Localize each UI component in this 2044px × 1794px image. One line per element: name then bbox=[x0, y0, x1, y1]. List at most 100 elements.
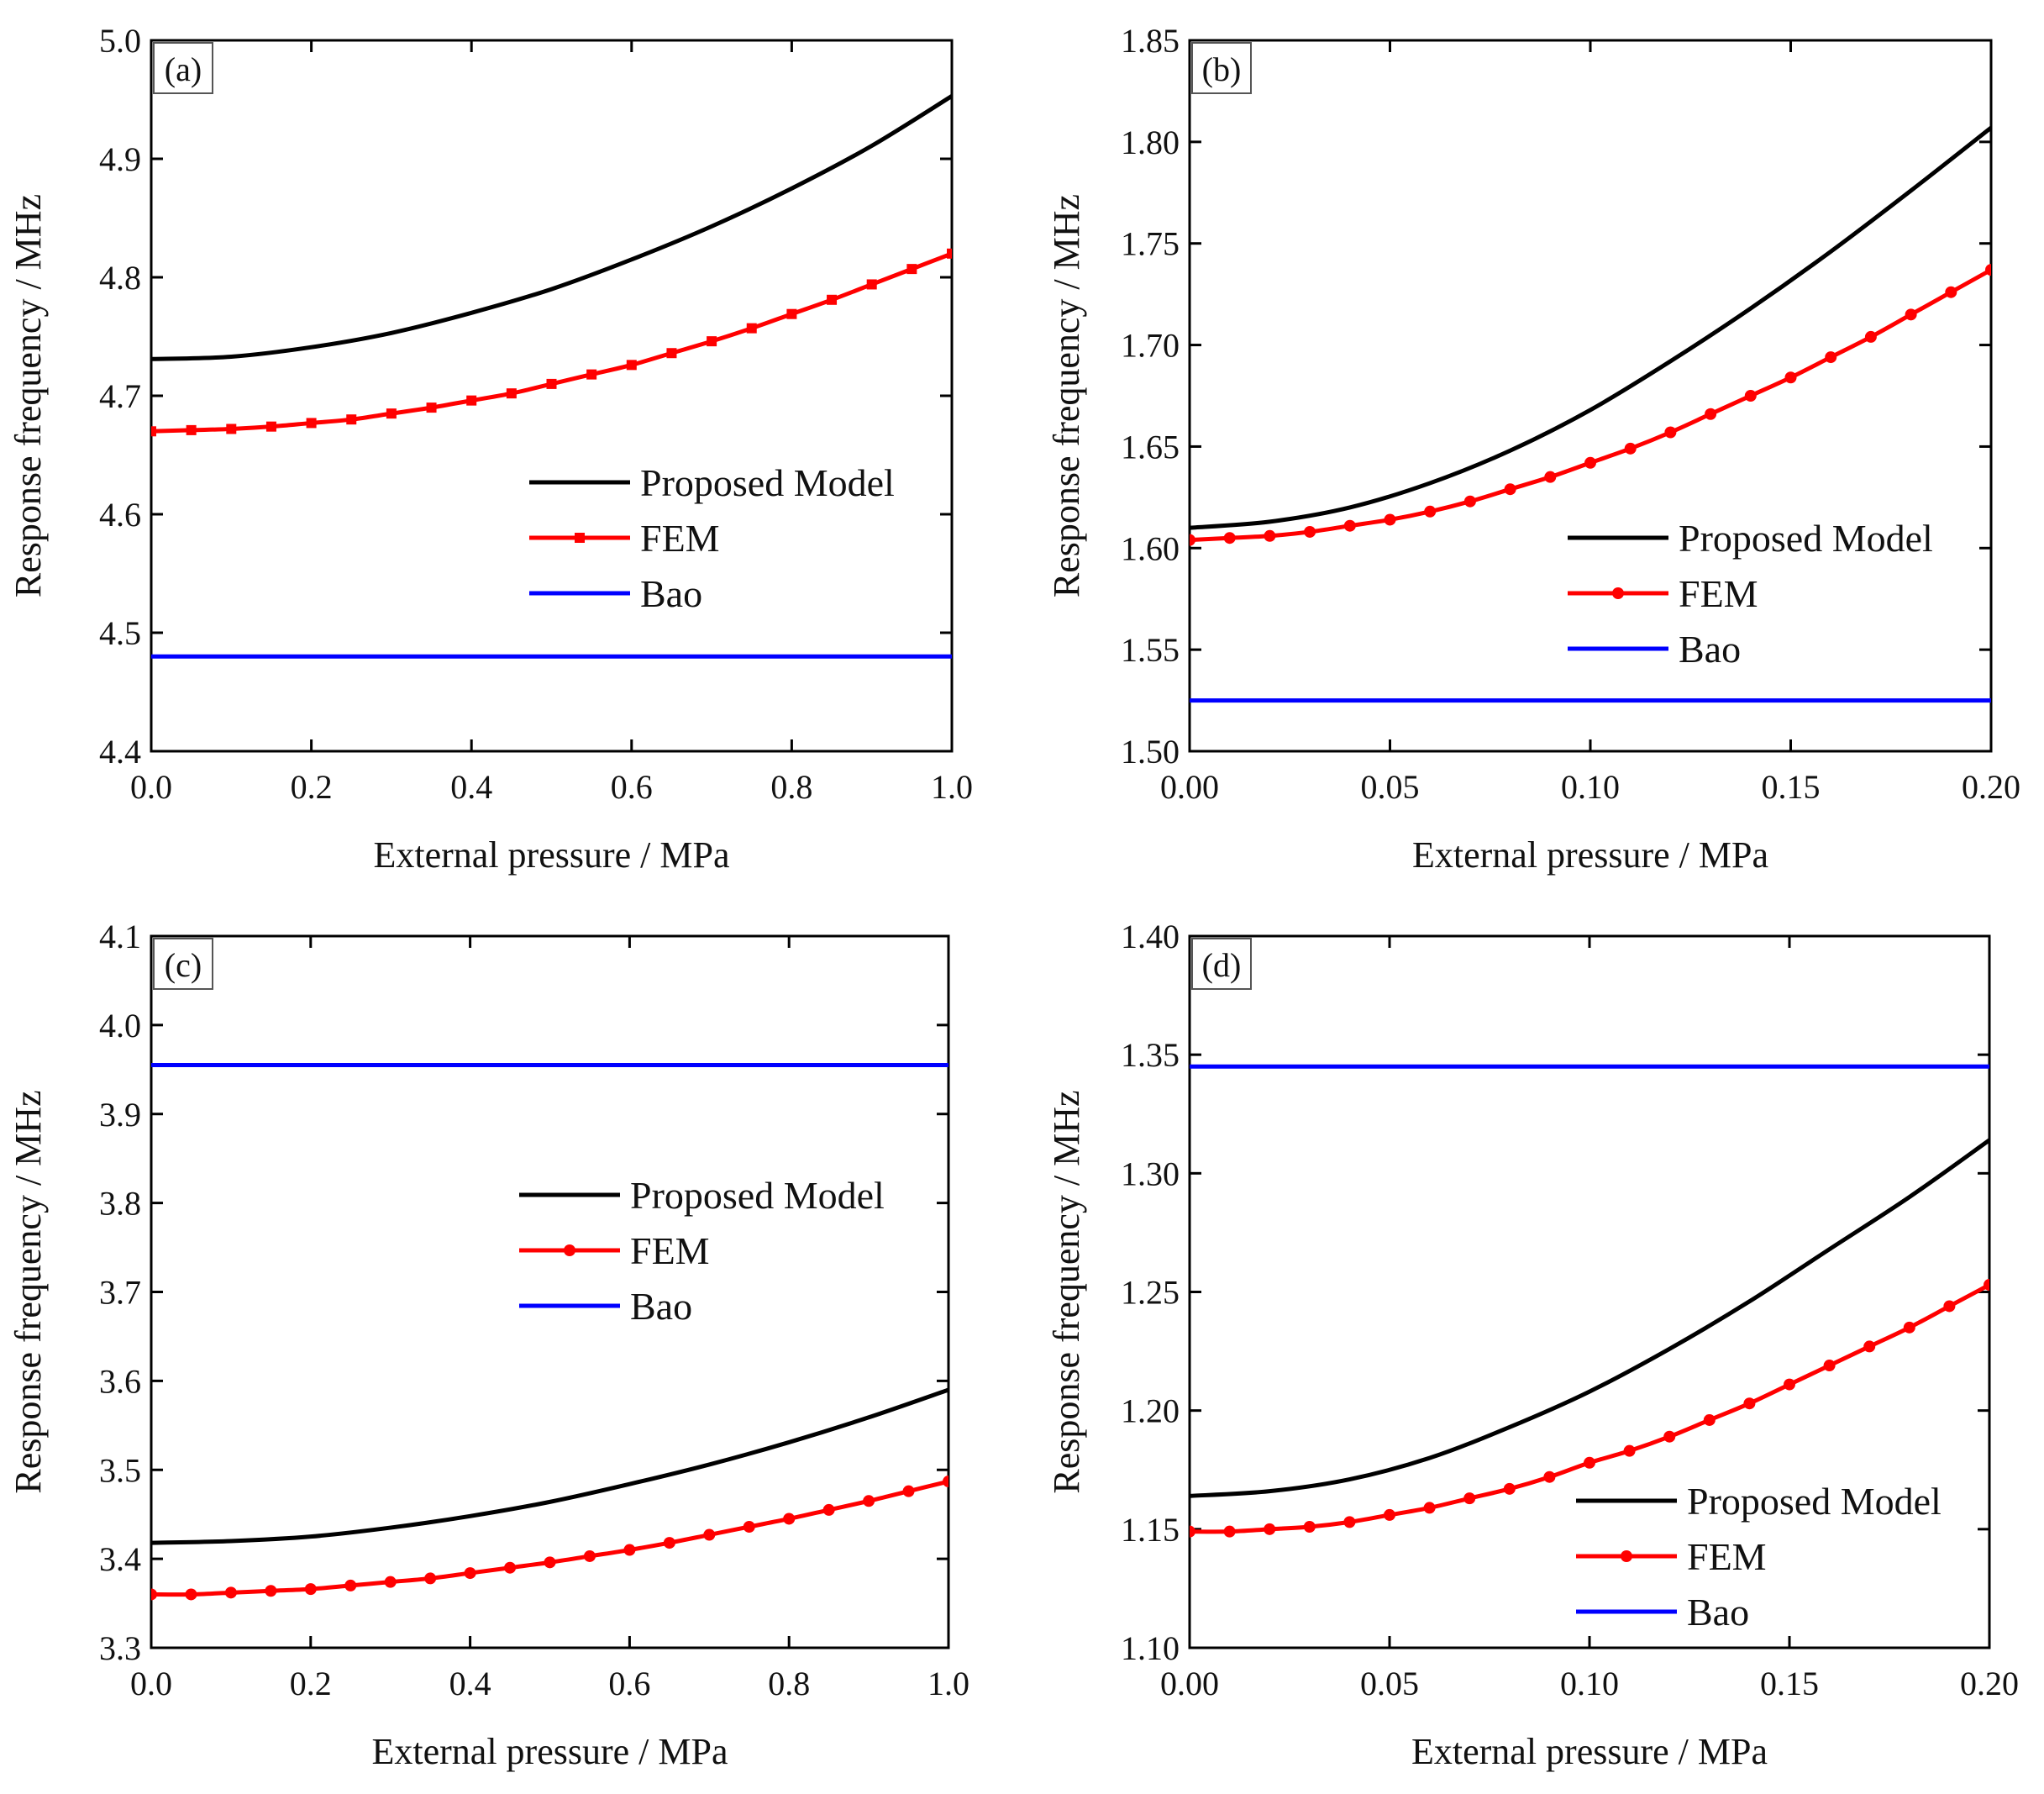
fem-point-marker bbox=[186, 424, 197, 435]
panel-label: (a) bbox=[165, 50, 202, 88]
fem-point-marker bbox=[1784, 371, 1797, 384]
fem-point-marker bbox=[663, 1537, 675, 1549]
y-tick-label: 1.15 bbox=[1121, 1511, 1180, 1549]
plot-area bbox=[151, 1063, 948, 1601]
legend-label-bao: Bao bbox=[1679, 628, 1741, 671]
fem-point-marker bbox=[1703, 1413, 1716, 1426]
y-tick-label: 4.0 bbox=[99, 1007, 141, 1044]
fem-point-marker bbox=[1423, 1502, 1436, 1514]
plot-area bbox=[151, 94, 952, 659]
y-tick-label: 1.85 bbox=[1121, 22, 1180, 60]
x-tick-label: 0.20 bbox=[1962, 768, 2020, 806]
fem-point-marker bbox=[1304, 525, 1316, 538]
legend-label-fem: FEM bbox=[1687, 1535, 1767, 1578]
plot-area bbox=[1190, 1064, 1989, 1538]
fem-point-marker bbox=[666, 348, 677, 359]
x-tick-label: 0.2 bbox=[290, 1665, 332, 1702]
x-axis-title: External pressure / MPa bbox=[1412, 834, 1768, 876]
fem-point-marker bbox=[1424, 505, 1437, 518]
fem-point-marker bbox=[466, 395, 477, 406]
fem-point-marker bbox=[1784, 1378, 1795, 1391]
legend-label-model: Proposed Model bbox=[630, 1174, 885, 1217]
x-tick-label: 0.05 bbox=[1360, 1665, 1419, 1702]
fem-point-marker bbox=[304, 1583, 317, 1596]
legend-marker-fem bbox=[1612, 587, 1624, 599]
x-tick-label: 0.4 bbox=[449, 1665, 491, 1702]
y-tick-label: 1.55 bbox=[1121, 631, 1180, 669]
fem-point-marker bbox=[623, 1544, 636, 1556]
legend-label-bao: Bao bbox=[640, 572, 702, 615]
fem-point-marker bbox=[1664, 426, 1677, 439]
x-tick-label: 0.6 bbox=[608, 1665, 650, 1702]
fem-point-marker bbox=[224, 1586, 237, 1599]
fem-point-marker bbox=[1463, 495, 1476, 508]
fem-point-marker bbox=[783, 1513, 796, 1525]
y-tick-label: 5.0 bbox=[99, 22, 141, 60]
y-tick-label: 3.5 bbox=[99, 1451, 141, 1489]
fem-point-marker bbox=[902, 1485, 915, 1497]
fem-point-marker bbox=[1743, 1397, 1756, 1410]
x-tick-label: 0.20 bbox=[1960, 1665, 2019, 1702]
y-tick-label: 4.9 bbox=[99, 140, 141, 178]
fem-point-marker bbox=[1663, 1430, 1676, 1443]
legend: Proposed Model FEM Bao bbox=[1568, 517, 1933, 671]
x-tick-label: 0.2 bbox=[291, 768, 333, 806]
fem-point-marker bbox=[265, 1585, 277, 1597]
plot-frame bbox=[1188, 39, 1993, 753]
fem-point-marker bbox=[1984, 1279, 1989, 1292]
y-tick-label: 1.80 bbox=[1121, 124, 1180, 161]
chart-panel-c: 0.0 0.2 0.4 0.6 0.8 1.0 3.3 3.4 3.5 3.6 3.7 3.8 3.9 4… bbox=[8, 918, 969, 1772]
fem-point-marker bbox=[786, 308, 797, 319]
fem-point-marker bbox=[746, 323, 757, 334]
fem-point-marker bbox=[707, 336, 717, 347]
y-tick-label: 4.8 bbox=[99, 259, 141, 297]
fem-point-marker bbox=[1823, 1360, 1836, 1372]
legend-marker-fem bbox=[575, 533, 585, 543]
fem-point-marker bbox=[1223, 1525, 1236, 1538]
x-axis-title: External pressure / MPa bbox=[1411, 1731, 1768, 1772]
y-tick-label: 1.25 bbox=[1121, 1274, 1180, 1312]
y-tick-label: 1.75 bbox=[1121, 225, 1180, 263]
fem-point-marker bbox=[1903, 1321, 1915, 1334]
fem-point-marker bbox=[506, 388, 517, 399]
y-axis-title: Response frequency / MHz bbox=[8, 1090, 49, 1493]
legend: Proposed Model FEM Bao bbox=[529, 461, 895, 615]
x-tick-label: 1.0 bbox=[927, 1665, 969, 1702]
y-tick-label: 1.65 bbox=[1121, 428, 1180, 466]
x-tick-label: 0.15 bbox=[1760, 1665, 1819, 1702]
fem-point-marker bbox=[1190, 1525, 1195, 1538]
x-axis-title: External pressure / MPa bbox=[374, 834, 730, 876]
fem-point-marker bbox=[1343, 1516, 1356, 1528]
y-tick-label: 3.3 bbox=[99, 1629, 141, 1667]
fem-point-marker bbox=[306, 418, 317, 429]
chart-panel-d: 0.00 0.05 0.10 0.15 0.20 1.10 1.15 1.20 1.25 1.30… bbox=[1046, 918, 2019, 1772]
legend: Proposed Model FEM Bao bbox=[1576, 1480, 1942, 1634]
chart-panel-b: 0.00 0.05 0.10 0.15 0.20 1.50 1.55 1.60 1.65 1.70… bbox=[1046, 22, 2020, 876]
fem-point-marker bbox=[863, 1495, 875, 1507]
y-tick-label: 1.35 bbox=[1121, 1036, 1180, 1074]
fem-point-marker bbox=[1623, 1444, 1636, 1457]
fem-point-marker bbox=[1190, 534, 1195, 546]
x-tick-label: 0.0 bbox=[130, 1665, 172, 1702]
fem-point-marker bbox=[1543, 1470, 1556, 1483]
y-tick-label: 1.10 bbox=[1121, 1629, 1180, 1667]
fem-point-marker bbox=[1223, 532, 1236, 545]
x-tick-label: 0.05 bbox=[1361, 768, 1420, 806]
fem-point-marker bbox=[424, 1572, 437, 1585]
plot-frame bbox=[150, 39, 954, 753]
fem-point-marker bbox=[384, 1576, 397, 1588]
fem-point-marker bbox=[151, 1588, 157, 1601]
fem-point-marker bbox=[743, 1521, 755, 1534]
fem-point-marker bbox=[1504, 483, 1516, 496]
fem-point-marker bbox=[586, 369, 597, 380]
fem-point-marker bbox=[1825, 351, 1837, 364]
y-tick-label: 3.9 bbox=[99, 1096, 141, 1134]
y-tick-label: 1.70 bbox=[1121, 327, 1180, 365]
y-tick-label: 1.40 bbox=[1121, 918, 1180, 955]
y-tick-label: 4.4 bbox=[99, 733, 141, 771]
fem-point-marker bbox=[703, 1528, 716, 1541]
fem-point-marker bbox=[1463, 1492, 1476, 1505]
fem-point-marker bbox=[1264, 1523, 1276, 1535]
fem-point-marker bbox=[386, 408, 397, 419]
